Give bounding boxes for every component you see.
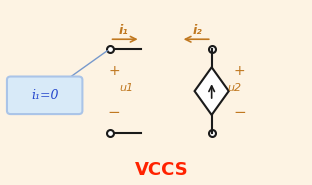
Text: +: + xyxy=(234,65,245,78)
FancyBboxPatch shape xyxy=(7,77,82,114)
Text: i₁: i₁ xyxy=(119,24,129,37)
Text: u1: u1 xyxy=(119,83,134,93)
Text: u2: u2 xyxy=(228,83,242,93)
Text: −: − xyxy=(233,105,246,120)
Polygon shape xyxy=(195,67,229,115)
Text: −: − xyxy=(108,105,121,120)
Text: i₂: i₂ xyxy=(193,24,202,37)
Text: VCCS: VCCS xyxy=(135,161,189,179)
Text: +: + xyxy=(109,65,120,78)
Text: i₁=0: i₁=0 xyxy=(31,89,58,102)
